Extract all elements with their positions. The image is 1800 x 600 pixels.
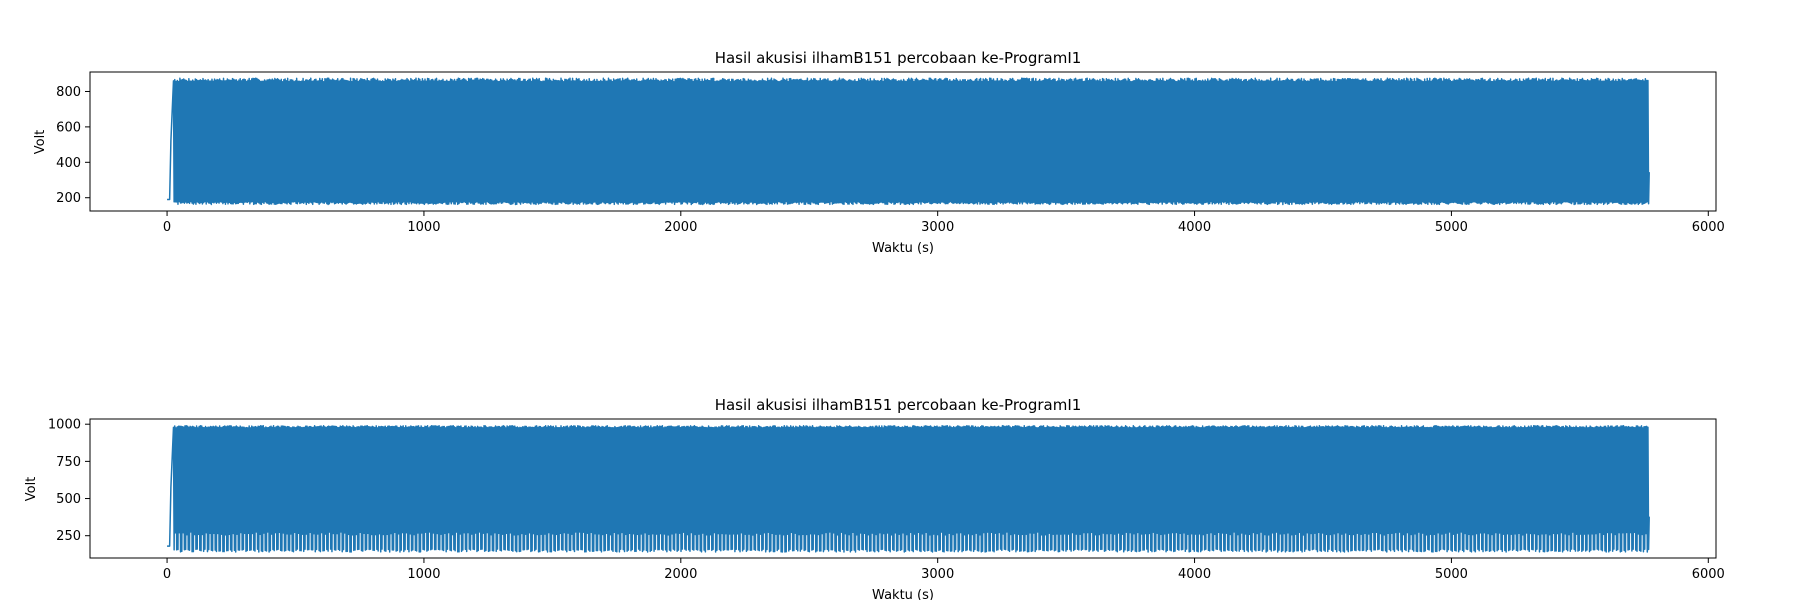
chart-2-y-ticks: 250 500 750 1000 <box>48 418 90 544</box>
chart-2-frame <box>89 418 1717 559</box>
chart-2-signal-layer <box>167 424 1650 553</box>
chart-2-x-tick-label: 4000 <box>1178 567 1211 582</box>
chart-1-y-tick-label: 800 <box>56 85 81 100</box>
chart-2-title: Hasil akusisi ilhamB151 percobaan ke-Pro… <box>715 396 1082 414</box>
chart-2-x-tick-label: 5000 <box>1435 567 1468 582</box>
chart-1-title: Hasil akusisi ilhamB151 percobaan ke-Pro… <box>715 49 1082 67</box>
chart-2-y-tick-label: 500 <box>56 492 81 507</box>
chart-1-x-ticks: 0 1000 2000 3000 4000 5000 6000 <box>163 211 1725 235</box>
chart-1-signal-layer <box>167 77 1650 206</box>
chart-2-x-tick-label: 0 <box>163 567 171 582</box>
chart-1-y-tick-label: 400 <box>56 156 81 171</box>
chart-1-x-tick-label: 1000 <box>407 220 440 235</box>
chart-2-x-tick-label: 1000 <box>407 567 440 582</box>
chart-1-x-axis-label: Waktu (s) <box>872 241 934 256</box>
chart-1-y-tick-label: 600 <box>56 120 81 135</box>
chart-1-y-tick-label: 200 <box>56 191 81 206</box>
chart-2: Hasil akusisi ilhamB151 percobaan ke-Pro… <box>24 396 1725 600</box>
chart-1-x-tick-label: 3000 <box>921 220 954 235</box>
chart-1-y-ticks: 200 400 600 800 <box>56 85 90 206</box>
chart-2-y-tick-label: 250 <box>56 529 81 544</box>
chart-1-frame <box>89 71 1717 212</box>
chart-2-x-tick-label: 6000 <box>1692 567 1725 582</box>
chart-2-y-tick-label: 1000 <box>48 418 81 433</box>
chart-2-y-tick-label: 750 <box>56 455 81 470</box>
chart-1-y-axis-label: Volt <box>33 130 48 155</box>
chart-1: Hasil akusisi ilhamB151 percobaan ke-Pro… <box>33 49 1725 256</box>
chart-2-x-tick-label: 2000 <box>664 567 697 582</box>
chart-1-x-tick-label: 6000 <box>1692 220 1725 235</box>
chart-2-x-axis-label: Waktu (s) <box>872 588 934 600</box>
chart-2-x-ticks: 0 1000 2000 3000 4000 5000 6000 <box>163 558 1725 582</box>
chart-2-series-line <box>167 424 1650 553</box>
chart-1-x-tick-label: 2000 <box>664 220 697 235</box>
chart-1-series-line <box>167 77 1650 206</box>
chart-1-x-tick-label: 0 <box>163 220 171 235</box>
chart-1-x-tick-label: 4000 <box>1178 220 1211 235</box>
chart-2-x-tick-label: 3000 <box>921 567 954 582</box>
chart-1-x-tick-label: 5000 <box>1435 220 1468 235</box>
chart-2-y-axis-label: Volt <box>24 477 39 502</box>
